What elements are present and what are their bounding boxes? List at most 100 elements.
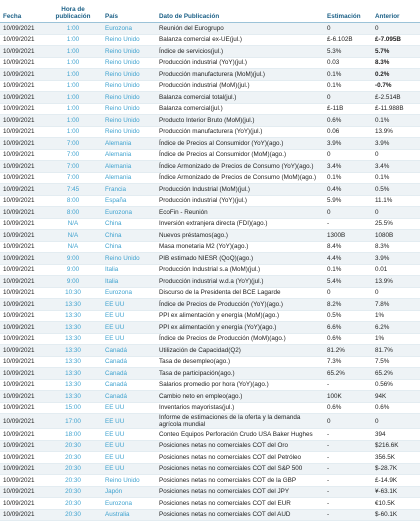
table-cell: Balanza comercial ex-UE(jul.)	[156, 34, 324, 46]
table-cell: 13:30	[44, 310, 102, 322]
table-cell: 10/09/2021	[0, 57, 44, 69]
table-row: 10/09/2021 8:00 Eurozona EcoFin - Reunión 0 0	[0, 206, 420, 219]
table-cell: 9:00	[44, 275, 102, 288]
table-cell: 8.3%	[372, 241, 420, 253]
table-cell: 10/09/2021	[0, 451, 44, 464]
table-cell: Reino Unido	[102, 34, 156, 46]
table-cell: 10/09/2021	[0, 321, 44, 334]
column-header: Hora de publicación	[44, 0, 102, 23]
table-cell: -	[324, 509, 372, 521]
table-cell: 8:00	[44, 195, 102, 207]
column-header: Estimación	[324, 0, 372, 23]
table-cell: $-60.1K	[372, 509, 420, 521]
table-cell: Índice de Precios de Producción (MoM)(ag…	[156, 333, 324, 345]
table-cell: Reino Unido	[102, 57, 156, 69]
table-cell: 10/09/2021	[0, 310, 44, 322]
table-cell: Producción manufacturera (MoM)(jul.)	[156, 68, 324, 81]
table-cell: 10/09/2021	[0, 428, 44, 441]
table-cell: 10/09/2021	[0, 509, 44, 521]
table-cell: 13:30	[44, 344, 102, 357]
table-cell: 13.9%	[372, 275, 420, 288]
table-row: 10/09/2021 20:30 Australia Posiciones netas…	[0, 509, 420, 521]
table-cell: 0	[324, 206, 372, 219]
table-cell: 100K	[324, 390, 372, 403]
table-cell: £-7.095B	[372, 34, 420, 46]
table-cell: 10/09/2021	[0, 390, 44, 403]
table-cell: 8:00	[44, 206, 102, 219]
table-row: 10/09/2021 13:30 EE UU PPI ex alimentación …	[0, 321, 420, 334]
table-cell: 65.2%	[372, 367, 420, 380]
table-row: 10/09/2021 13:30 Canadá Salarios promedio p…	[0, 379, 420, 391]
table-cell: £-2.514B	[372, 91, 420, 104]
table-cell: -	[324, 428, 372, 441]
table-cell: 10/09/2021	[0, 252, 44, 265]
table-cell: 10/09/2021	[0, 114, 44, 127]
table-cell: EE UU	[102, 451, 156, 464]
table-cell: 10/09/2021	[0, 137, 44, 150]
table-cell: -	[324, 440, 372, 452]
table-cell: 10/09/2021	[0, 172, 44, 184]
table-cell: Canadá	[102, 367, 156, 380]
table-cell: 10/09/2021	[0, 34, 44, 46]
table-cell: 10/09/2021	[0, 463, 44, 475]
table-row: 10/09/2021 1:00 Reino Unido Producción indu…	[0, 80, 420, 92]
table-cell: Canadá	[102, 344, 156, 357]
table-cell: €10.5K	[372, 497, 420, 510]
table-row: 10/09/2021 7:00 Alemania Índice Armonizado …	[0, 160, 420, 173]
table-cell: 11.1%	[372, 195, 420, 207]
table-cell: 5.3%	[324, 45, 372, 58]
table-cell: Italia	[102, 264, 156, 276]
table-cell: -	[324, 379, 372, 391]
table-cell: Producto Interior Bruto (MoM)(jul.)	[156, 114, 324, 127]
table-cell: 0.1%	[372, 172, 420, 184]
table-cell: EE UU	[102, 321, 156, 334]
table-cell: 10/09/2021	[0, 333, 44, 345]
table-cell: 0.5%	[372, 183, 420, 196]
table-cell: Posiciones netas no comerciales COT del …	[156, 509, 324, 521]
table-cell: 10/09/2021	[0, 440, 44, 452]
table-row: 10/09/2021 18:00 EE UU Conteo Equipos Perfo…	[0, 428, 420, 441]
table-cell: Eurozona	[102, 287, 156, 299]
table-cell: 65.2%	[324, 367, 372, 380]
table-cell: Índice de Precios al Consumidor (MoM)(ag…	[156, 149, 324, 161]
table-row: 10/09/2021 1:00 Reino Unido Balanza comerci…	[0, 34, 420, 46]
table-cell: -	[324, 451, 372, 464]
table-cell: 10/09/2021	[0, 356, 44, 368]
table-cell: 1:00	[44, 45, 102, 58]
table-cell: 8.4%	[324, 241, 372, 253]
table-cell: 8.3%	[372, 57, 420, 69]
table-cell: 5.7%	[372, 45, 420, 58]
table-row: 10/09/2021 N/A China Nuevos préstamos(ago.)…	[0, 229, 420, 242]
table-cell: EE UU	[102, 402, 156, 414]
table-cell: 0.56%	[372, 379, 420, 391]
table-cell: 5.9%	[324, 195, 372, 207]
table-cell: 20:30	[44, 463, 102, 475]
table-cell: -	[324, 486, 372, 498]
table-cell: Índice Armonizado de Precios de Consumo …	[156, 172, 324, 184]
table-cell: 1080B	[372, 229, 420, 242]
table-cell: EE UU	[102, 440, 156, 452]
table-row: 10/09/2021 15:00 EE UU Inventarios mayorist…	[0, 402, 420, 414]
table-cell: 7:45	[44, 183, 102, 196]
table-cell: 0.06	[324, 126, 372, 138]
table-cell: Producción manufacturera (YoY)(jul.)	[156, 126, 324, 138]
table-cell: Balanza comercial(jul.)	[156, 103, 324, 115]
table-cell: PPI ex alimentación y energía (YoY)(ago.…	[156, 321, 324, 334]
table-cell: 3.4%	[324, 160, 372, 173]
table-cell: 10/09/2021	[0, 287, 44, 299]
table-cell: Inventarios mayoristas(jul.)	[156, 402, 324, 414]
table-row: 10/09/2021 20:30 Japón Posiciones netas no …	[0, 486, 420, 498]
table-cell: -	[324, 218, 372, 230]
table-cell: 0.1%	[324, 264, 372, 276]
table-cell: 5.4%	[324, 275, 372, 288]
table-cell: 10/09/2021	[0, 68, 44, 81]
table-cell: 20:30	[44, 497, 102, 510]
table-cell: 10/09/2021	[0, 486, 44, 498]
table-cell: 9:00	[44, 264, 102, 276]
table-cell: Índice de servicios(jul.)	[156, 45, 324, 58]
table-cell: Tasa de desempleo(ago.)	[156, 356, 324, 368]
table-cell: 7.5%	[372, 356, 420, 368]
table-cell: 0.6%	[324, 333, 372, 345]
table-cell: 81.7%	[372, 344, 420, 357]
table-cell: 20:30	[44, 451, 102, 464]
